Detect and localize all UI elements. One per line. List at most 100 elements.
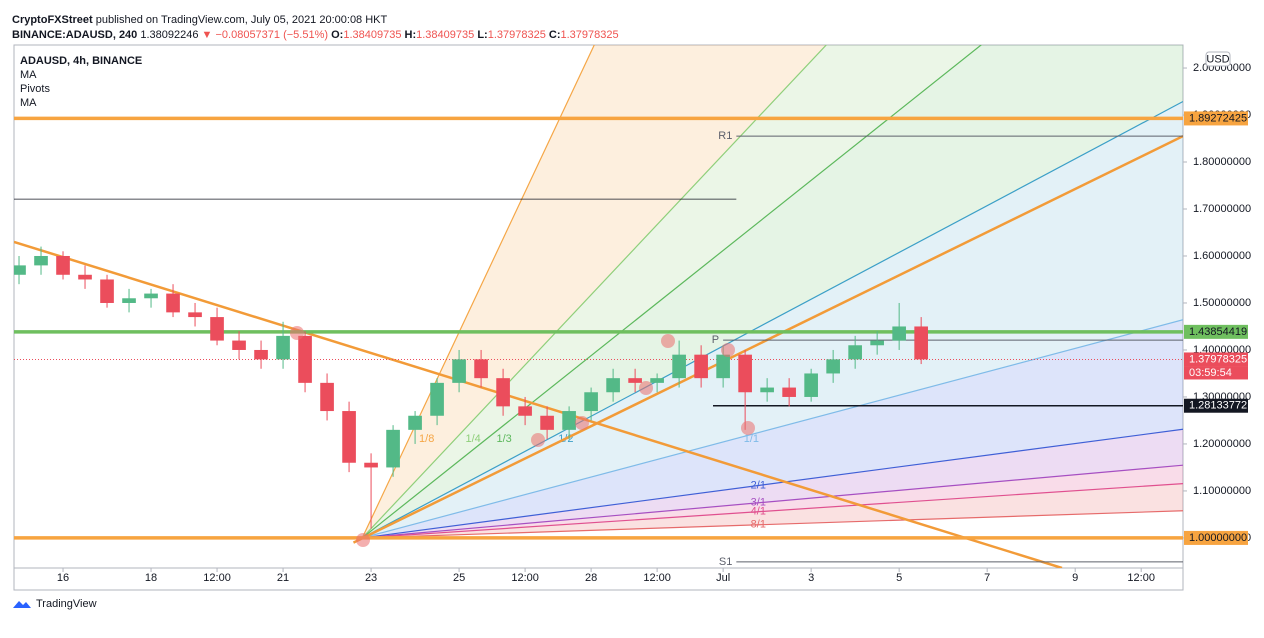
fan-line: [362, 319, 1183, 539]
marker: [661, 334, 675, 348]
candle-body: [518, 406, 532, 416]
candle-body: [562, 411, 576, 430]
candle-body: [166, 293, 180, 313]
x-tick-label: 23: [365, 572, 377, 584]
fan-label: 1/3: [497, 433, 512, 445]
support-box: [1184, 398, 1248, 413]
ohlc-key: L:: [477, 29, 488, 41]
candle-body: [870, 340, 884, 346]
level-label: 1.00000000: [1189, 532, 1247, 544]
fan-label: 3/1: [751, 497, 766, 509]
fan-line: [361, 45, 595, 539]
candles: [14, 246, 928, 529]
x-tick-label: 18: [145, 572, 157, 584]
x-tick-label: 25: [453, 572, 465, 584]
candle-body: [254, 349, 268, 360]
candle-body: [364, 462, 378, 468]
candle-body: [342, 411, 356, 463]
y-tick-label: 1.50000000: [1193, 297, 1251, 309]
fan-line: [362, 428, 1183, 539]
candle-body: [452, 359, 466, 383]
candle-body: [628, 378, 642, 383]
trend-line: [352, 135, 1183, 544]
legend-entry: ADAUSD, 4h, BINANCE: [20, 55, 142, 67]
legend-entry: MA: [20, 69, 37, 81]
marker: [356, 533, 370, 547]
publish-line: CryptoFXStreet published on TradingView.…: [12, 14, 387, 26]
candle-body: [606, 378, 620, 393]
candle-body: [408, 415, 422, 430]
y-tick-label: 1.10000000: [1193, 485, 1251, 497]
frame: [13, 44, 1184, 591]
candle-body: [276, 335, 290, 360]
marker: [290, 326, 304, 340]
ohlc-value: 1.37978325: [487, 29, 546, 41]
candle-body: [56, 255, 70, 275]
candle-body: [188, 312, 202, 318]
x-tick-label: 21: [277, 572, 289, 584]
fan-label: 1/4: [466, 433, 481, 445]
candle-body: [210, 317, 224, 341]
fan-line: [362, 510, 1183, 539]
ohlc-key: C:: [548, 29, 561, 41]
candle-body: [738, 354, 752, 393]
currency-badge[interactable]: [1205, 51, 1231, 67]
candle-body: [34, 255, 48, 266]
last-price-box: [1184, 352, 1248, 367]
y-tick-label: 1.80000000: [1193, 156, 1251, 168]
countdown: 03:59:54: [1189, 367, 1232, 379]
marker: [741, 421, 755, 435]
fan-label: 2/1: [751, 479, 766, 491]
candle-body: [694, 354, 708, 379]
candle-body: [826, 359, 840, 374]
ohlc-value: 1.38409735: [343, 29, 402, 41]
marker: [575, 416, 589, 430]
x-tick-label: Jul: [716, 572, 730, 584]
candle-body: [78, 274, 92, 280]
price: 1.38092246: [140, 29, 199, 41]
candle-body: [474, 359, 488, 379]
y-tick-label: 1.20000000: [1193, 438, 1251, 450]
candle-body: [298, 335, 312, 383]
fan-label: 8/1: [751, 519, 766, 531]
x-tick-label: 12:00: [203, 572, 231, 584]
markers: [290, 326, 755, 547]
x-tick-label: 12:00: [643, 572, 671, 584]
candle-body: [760, 387, 774, 393]
pivot-label: R1: [718, 130, 732, 142]
x-tick-label: 7: [984, 572, 990, 584]
candle-body: [386, 429, 400, 468]
candle-body: [496, 378, 510, 407]
candle-body: [430, 382, 444, 416]
level-box: [1184, 530, 1248, 545]
fan-label: 1/1: [744, 433, 759, 445]
candle-body: [144, 293, 158, 299]
candle-body: [848, 345, 862, 360]
fan-line: [361, 100, 1183, 539]
logo: [13, 601, 31, 608]
footer: TradingView: [12, 598, 97, 610]
fan-line: [362, 464, 1183, 539]
level-label: 1.43854419: [1189, 326, 1247, 338]
x-tick-label: 12:00: [1127, 572, 1155, 584]
y-tick-label: 1.60000000: [1193, 250, 1251, 262]
candle-body: [914, 326, 928, 360]
pivot-label: S1: [719, 556, 732, 568]
ohlc-key: H:: [404, 29, 417, 41]
candle-body: [232, 340, 246, 350]
fan-line: [362, 482, 1183, 539]
last-price-label: 1.37978325: [1189, 353, 1247, 365]
published: published on TradingView.com, July 05, 2…: [95, 14, 388, 26]
x-tick-label: 3: [808, 572, 814, 584]
candle-body: [584, 392, 598, 412]
candle-body: [892, 326, 906, 341]
change: ▼ −0.08057371 (−5.51%): [201, 29, 329, 41]
legend-entry: MA: [20, 97, 37, 109]
currency: USD: [1206, 53, 1229, 65]
ohlc-value: 1.37978325: [560, 29, 619, 41]
candle-body: [540, 415, 554, 430]
countdown-box: [1184, 366, 1248, 380]
x-tick-label: 9: [1072, 572, 1078, 584]
x-tick-label: 5: [896, 572, 902, 584]
